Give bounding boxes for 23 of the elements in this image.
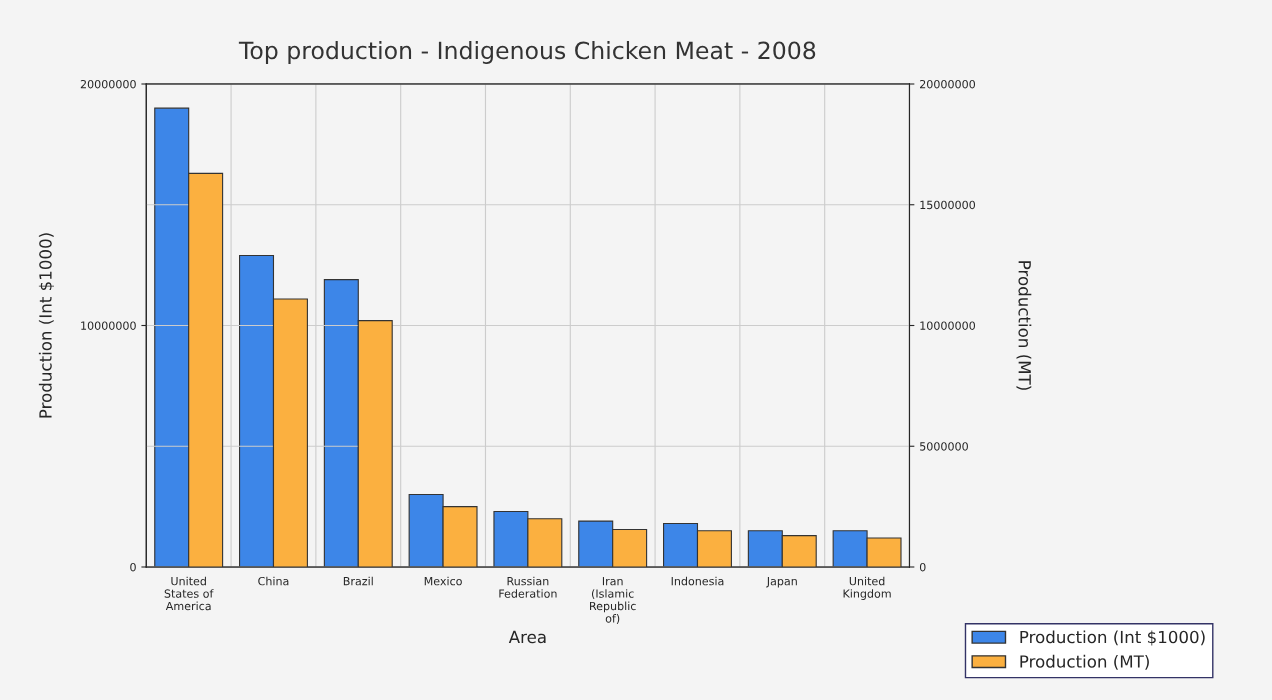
x-tick-label: Japan (766, 577, 797, 588)
x-tick-label: Mexico (424, 576, 462, 586)
y-axis-title: Production (Int $1000) (38, 233, 54, 418)
x-tick-label: United States of America (164, 576, 214, 611)
y2-tick-label: 10000000 (920, 321, 976, 330)
y-tick-label: 20000000 (80, 79, 136, 89)
y2-tick-label: 5000000 (920, 442, 968, 451)
y2-tick-label: 20000000 (920, 79, 976, 89)
y2-tick-label: 0 (919, 562, 926, 572)
x-tick-label: Brazil (343, 576, 373, 586)
x-tick-label: China (258, 576, 289, 586)
chart-title: Top production - Indigenous Chicken Meat - 2008 (238, 41, 816, 64)
legend-label: Production (MT) (1020, 654, 1149, 670)
x-tick-label: Iran (Islamic Republic of) (590, 577, 636, 624)
x-tick-label: Russian Federation (499, 576, 557, 598)
x-tick-label: United Kingdom (843, 576, 891, 600)
x-tick-label: Indonesia (671, 576, 724, 586)
legend-label: Production (Int $1000) (1020, 630, 1205, 646)
y-tick-label: 0 (130, 562, 136, 572)
y-tick-label: 10000000 (81, 321, 136, 330)
y2-axis-title: Production (MT) (1016, 261, 1032, 390)
x-axis-title: Area (508, 630, 546, 644)
y2-tick-label: 15000000 (920, 200, 976, 210)
